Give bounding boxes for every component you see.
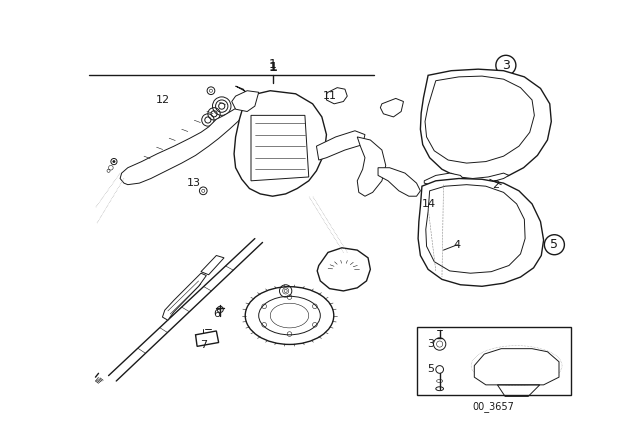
Polygon shape [316,131,365,160]
Polygon shape [424,173,465,189]
Text: 5: 5 [550,238,558,251]
Text: 2: 2 [492,180,499,190]
Polygon shape [196,331,219,346]
Polygon shape [251,116,308,181]
Polygon shape [163,273,206,320]
Polygon shape [418,178,543,286]
Text: 3: 3 [502,59,510,72]
Text: 11: 11 [323,91,337,101]
Polygon shape [420,69,551,180]
Circle shape [113,160,115,163]
Polygon shape [317,248,371,291]
Text: 3: 3 [427,339,434,349]
Polygon shape [378,168,420,196]
Polygon shape [120,86,249,185]
Polygon shape [474,349,559,385]
Text: 12: 12 [156,95,170,105]
Polygon shape [326,88,348,104]
Text: 4: 4 [454,240,461,250]
Polygon shape [451,173,509,183]
Text: 6: 6 [213,309,220,319]
Text: 1: 1 [269,58,276,71]
Text: 00_3657: 00_3657 [472,401,515,412]
Text: 14: 14 [422,199,436,209]
Text: 5: 5 [427,365,434,375]
Text: 1: 1 [268,61,277,74]
Text: 7: 7 [200,340,207,350]
Polygon shape [232,90,259,112]
Polygon shape [201,255,224,275]
Polygon shape [380,99,403,117]
Text: 13: 13 [187,178,201,188]
Polygon shape [357,137,386,196]
Polygon shape [234,90,326,196]
